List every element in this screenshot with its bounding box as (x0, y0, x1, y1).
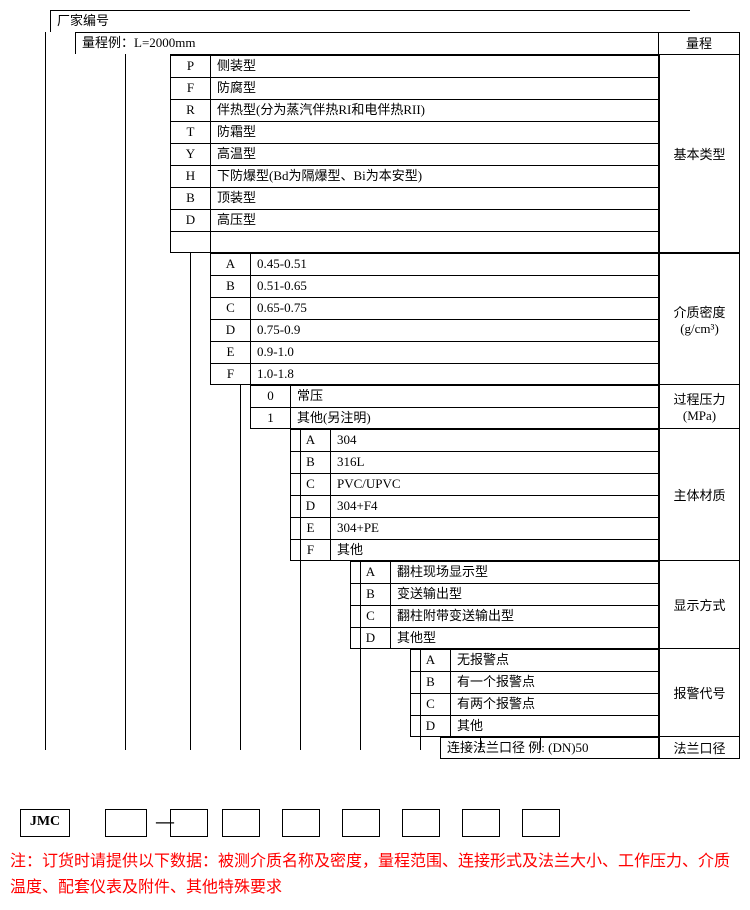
box-basic (170, 809, 208, 837)
density-label: 介质密度 (g/cm³) (660, 253, 740, 385)
flange-label: 法兰口径 (660, 737, 740, 759)
manufacturer-label: 厂家编号 (51, 11, 690, 32)
vline (45, 32, 46, 750)
section-alarm: A无报警点 B有一个报警点 C有两个报警点 D其他 报警代号 (410, 649, 740, 737)
box-flange (522, 809, 560, 837)
section-display: A翻柱现场显示型 B变送输出型 C翻柱附带变送输出型 D其他型 显示方式 (350, 561, 740, 649)
header-range: 量程例：L=2000mm 量程 (75, 32, 740, 54)
material-label: 主体材质 (660, 429, 740, 561)
section-density: A0.45-0.51 B0.51-0.65 C0.65-0.75 D0.75-0… (210, 253, 740, 385)
section-material: A304 B316L CPVC/UPVC D304+F4 E304+PE F其他… (290, 429, 740, 561)
header-manufacturer: 厂家编号 (50, 10, 690, 32)
box-material (342, 809, 380, 837)
box-density (222, 809, 260, 837)
section-basic: P侧装型 F防腐型 R伴热型(分为蒸汽伴热RI和电伴热RII) T防霜型 Y高温… (170, 54, 740, 253)
selection-diagram: 厂家编号 量程例：L=2000mm 量程 P侧装型 F防腐型 R伴热型(分为蒸汽… (10, 10, 740, 839)
section-flange: 连接法兰口径 例: (DN)50 法兰口径 (440, 737, 740, 759)
section-pressure: 0常压 1其他(另注明) 过程压力 (MPa) (250, 385, 740, 429)
range-example: 量程例：L=2000mm (76, 33, 659, 54)
pressure-label: 过程压力 (MPa) (660, 385, 740, 429)
range-label: 量程 (659, 33, 739, 54)
bottom-code-boxes: JMC — (10, 809, 740, 839)
order-note: 注：订货时请提供以下数据：被测介质名称及密度，量程范围、连接形式及法兰大小、工作… (10, 849, 740, 900)
jmc-box: JMC (20, 809, 70, 837)
alarm-label: 报警代号 (660, 649, 740, 737)
code-cell: P (171, 56, 211, 77)
box-alarm (462, 809, 500, 837)
basic-type-label: 基本类型 (660, 55, 740, 253)
display-label: 显示方式 (660, 561, 740, 649)
box-display (402, 809, 440, 837)
box-pressure (282, 809, 320, 837)
desc-cell: 侧装型 (211, 56, 659, 77)
box-range (105, 809, 147, 837)
